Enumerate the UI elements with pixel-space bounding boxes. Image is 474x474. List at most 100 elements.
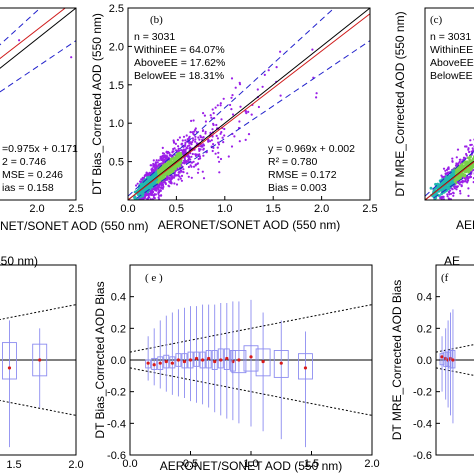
scatter-point — [190, 161, 194, 164]
scatter-point — [458, 164, 462, 168]
panel-c-info-4: BelowEE — [430, 70, 473, 82]
scatter-point — [182, 148, 185, 151]
scatter-point — [165, 171, 169, 175]
scatter-point — [211, 135, 214, 138]
panel-b-stat-3: RMSE = 0.172 — [268, 169, 337, 181]
scatter-point — [458, 167, 461, 171]
scatter-point — [439, 197, 442, 200]
scatter-point — [435, 192, 438, 196]
scatter-point — [192, 165, 196, 168]
scatter-point — [166, 175, 169, 178]
ee-lower-line — [130, 367, 372, 416]
scatter-point — [230, 77, 234, 80]
scatter-point — [217, 151, 220, 154]
scatter-point — [456, 177, 460, 181]
scatter-point — [315, 96, 318, 99]
scatter-point — [196, 162, 200, 165]
scatter-point — [191, 137, 194, 140]
scatter-point — [458, 183, 461, 186]
scatter-point — [221, 136, 224, 139]
scatter-point — [459, 189, 462, 193]
scatter-point — [183, 158, 186, 161]
scatter-point — [202, 136, 205, 139]
scatter-point — [192, 119, 195, 122]
scatter-point — [220, 118, 223, 121]
scatter-point — [202, 154, 205, 157]
scatter-point — [212, 112, 215, 115]
scatter-point — [176, 152, 180, 156]
scatter-point — [187, 158, 190, 161]
panel-f-xlabel: AE — [444, 254, 460, 268]
scatter-point — [150, 168, 153, 171]
panel-b-stat-2: R² = 0.780 — [268, 156, 317, 168]
scatter-point — [187, 165, 190, 169]
mean-marker — [194, 356, 199, 361]
scatter-point — [186, 145, 189, 148]
scatter-point — [184, 141, 187, 145]
box — [181, 353, 188, 369]
scatter-point — [230, 96, 233, 99]
scatter-point — [195, 153, 198, 156]
scatter-point — [447, 183, 450, 186]
scatter-point — [458, 176, 462, 180]
scatter-point — [467, 194, 470, 197]
y-tick-label: 0.5 — [109, 157, 124, 169]
scatter-point — [148, 196, 151, 199]
mean-marker — [225, 356, 229, 361]
scatter-point — [211, 108, 214, 111]
scatter-point — [168, 162, 172, 166]
scatter-point — [279, 50, 282, 53]
x-tick-label: 2.0 — [314, 203, 329, 215]
scatter-point — [188, 142, 192, 145]
scatter-point — [229, 103, 232, 107]
y-tick-label: 0.4 — [111, 292, 126, 304]
scatter-point — [161, 157, 164, 160]
scatter-point — [238, 140, 241, 143]
scatter-point — [187, 175, 190, 178]
x-tick-label: 1.5 — [266, 203, 281, 215]
fit-line — [425, 161, 474, 200]
y-tick-label: 1.5 — [109, 80, 124, 92]
scatter-point — [173, 182, 176, 185]
fit-line — [0, 8, 67, 60]
scatter-point — [202, 148, 205, 151]
scatter-point — [154, 172, 158, 176]
scatter-point — [440, 195, 444, 198]
mean-marker — [213, 359, 217, 364]
panel-c-label: (c) — [430, 14, 443, 26]
fit-line — [128, 13, 370, 200]
scatter-point — [215, 134, 218, 137]
panel-b-frame — [127, 7, 371, 201]
scatter-point — [157, 188, 160, 191]
scatter-point — [247, 110, 250, 113]
scatter-point — [467, 171, 471, 174]
mean-marker — [207, 356, 211, 361]
x-tick-label: 0.0 — [122, 458, 137, 470]
scatter-point — [151, 171, 154, 174]
scatter-point — [164, 182, 167, 186]
scatter-point — [222, 97, 225, 100]
scatter-point — [231, 113, 235, 116]
y-tick-label: 0.0 — [417, 355, 432, 367]
scatter-point — [452, 192, 455, 195]
scatter-point — [463, 161, 467, 165]
scatter-point — [139, 180, 143, 183]
scatter-point — [217, 141, 220, 144]
box — [157, 356, 164, 370]
y-tick-label: -0.2 — [413, 387, 432, 399]
box — [243, 345, 259, 372]
scatter-point — [158, 164, 161, 167]
scatter-point — [464, 178, 467, 181]
scatter-point — [230, 145, 234, 148]
scatter-point — [223, 127, 226, 131]
scatter-point — [183, 162, 186, 165]
mean-marker — [201, 358, 205, 362]
scatter-point — [218, 160, 221, 163]
scatter-point — [267, 69, 270, 72]
scatter-point — [170, 155, 173, 158]
y-tick-label: 2.5 — [109, 3, 124, 15]
scatter-point — [180, 149, 183, 152]
scatter-point — [453, 179, 457, 183]
panel-b-info-1: n = 3031 — [134, 31, 175, 43]
panel-e-label: ( e ) — [145, 272, 163, 284]
